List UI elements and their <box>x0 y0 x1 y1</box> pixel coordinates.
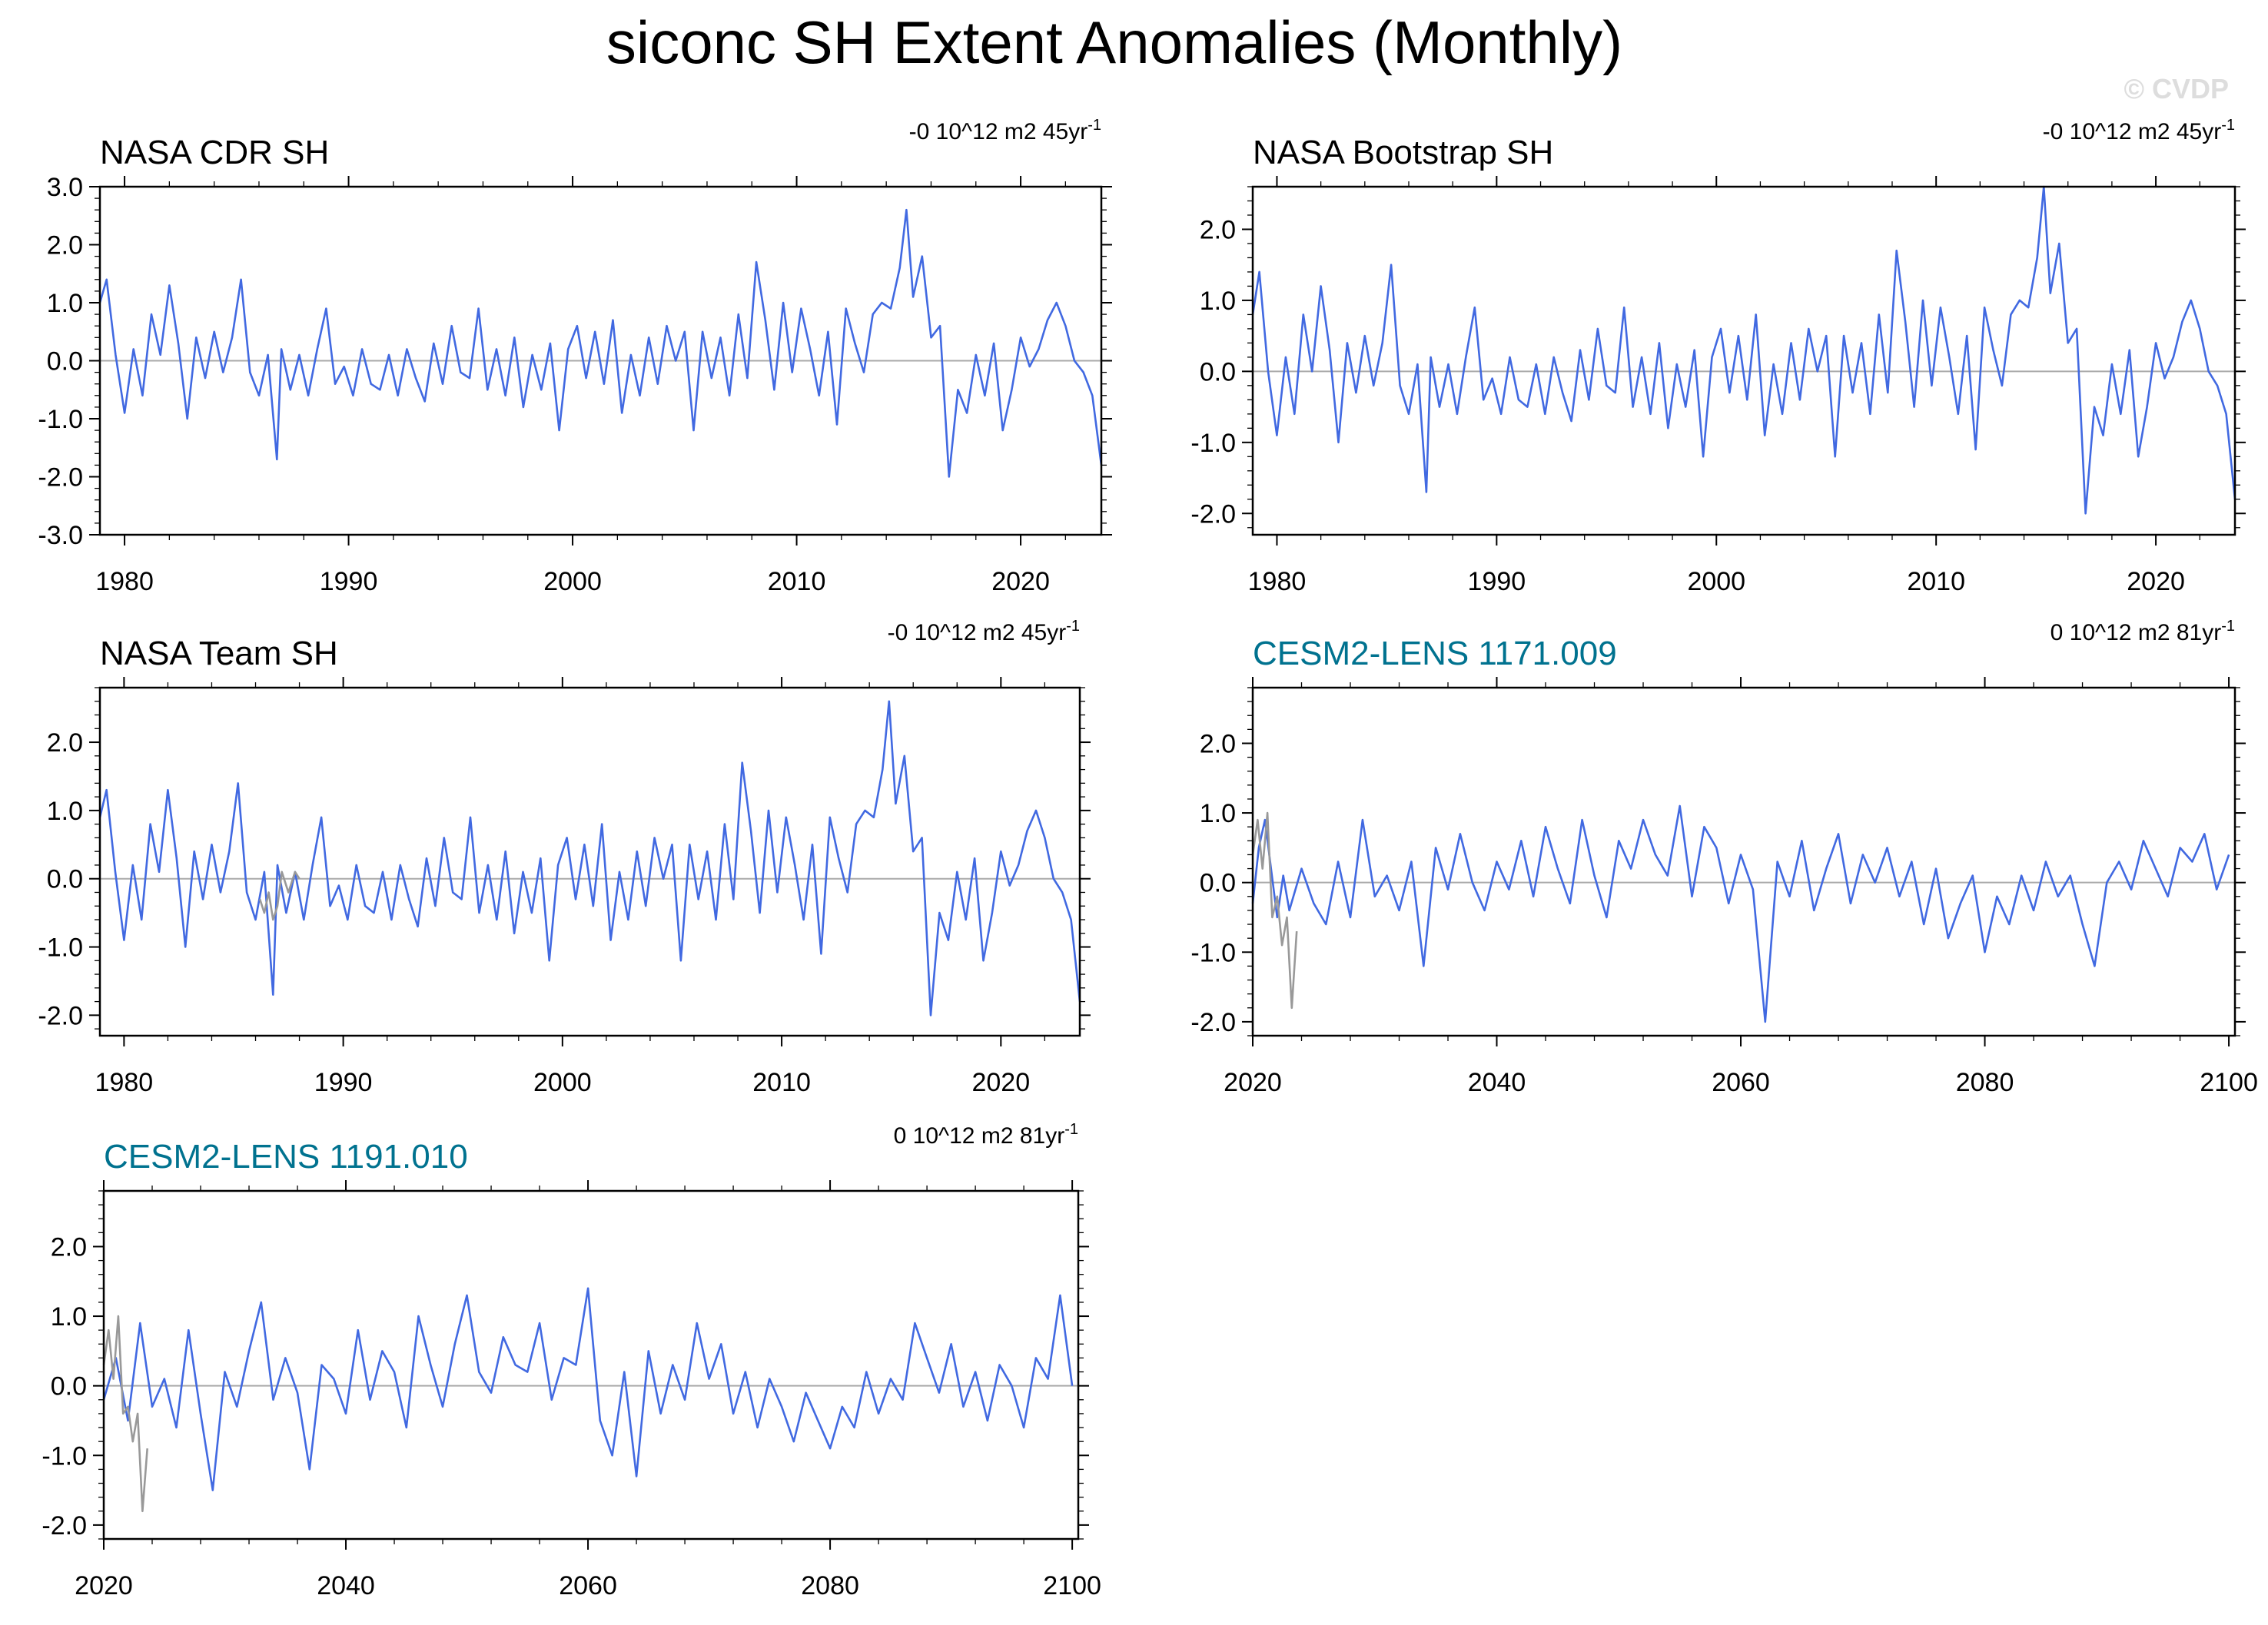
trend-label: -0 10^12 m2 45yr-1 <box>909 117 1101 144</box>
y-tick-label: 1.0 <box>1200 799 1236 828</box>
x-tick-label: 2000 <box>543 567 602 596</box>
x-tick-label: 2010 <box>752 1068 811 1097</box>
series-line <box>1251 185 2236 515</box>
x-tick-label: 2020 <box>75 1571 133 1600</box>
y-tick-label: 0.0 <box>1200 869 1236 898</box>
chart-panel-5: CESM2-LENS 1191.010 0 10^12 m2 81yr-1 2.0 1… <box>42 1121 1101 1600</box>
y-tick-label: 1.0 <box>51 1302 87 1332</box>
trend-label: 0 10^12 m2 81yr-1 <box>894 1121 1078 1149</box>
chart-panel-4: CESM2-LENS 1171.009 0 10^12 m2 81yr-1 2.0 1… <box>1190 618 2257 1097</box>
x-tick-label: 2040 <box>317 1571 375 1600</box>
chart-panel-1: NASA CDR SH -0 10^12 m2 45yr-1 3.0 2.0 1.0 0.… <box>38 117 1112 596</box>
y-tick-label: 3.0 <box>47 173 83 202</box>
x-tick-label: 1990 <box>320 567 378 596</box>
x-tick-label: 2010 <box>768 567 826 596</box>
y-tick-label: -1.0 <box>38 934 83 963</box>
panel-title: NASA Team SH <box>100 635 338 672</box>
x-tick-label: 2020 <box>991 567 1050 596</box>
y-tick-label: -2.0 <box>1190 1008 1236 1037</box>
trend-exponent: -1 <box>1064 1121 1078 1138</box>
y-tick-label: 1.0 <box>1200 287 1236 316</box>
y-tick-label: 2.0 <box>47 728 83 758</box>
y-tick-label: 0.0 <box>47 865 83 894</box>
y-tick-label: -1.0 <box>38 405 83 434</box>
y-tick-label: 0.0 <box>51 1372 87 1401</box>
panel-title: CESM2-LENS 1171.009 <box>1253 635 1617 672</box>
x-tick-label: 1990 <box>1468 567 1526 596</box>
plot-frame <box>98 686 1081 1037</box>
panel-title: CESM2-LENS 1191.010 <box>104 1138 468 1176</box>
y-tick-label: -2.0 <box>1190 499 1236 529</box>
plot-frame <box>1251 185 2236 536</box>
x-tick-label: 1990 <box>314 1068 373 1097</box>
plot-frame <box>1251 686 2236 1037</box>
figure-title: siconc SH Extent Anomalies (Monthly) <box>606 8 1622 76</box>
series-line <box>1251 804 2230 1023</box>
x-tick-label: 2080 <box>801 1571 859 1600</box>
y-tick-label: 1.0 <box>47 797 83 826</box>
panels: NASA CDR SH -0 10^12 m2 45yr-1 3.0 2.0 1.0 0.… <box>38 117 2257 1600</box>
x-tick-label: 2020 <box>2127 567 2185 596</box>
x-tick-label: 2000 <box>1687 567 1745 596</box>
x-tick-label: 2020 <box>1224 1068 1282 1097</box>
series-line <box>102 1287 1074 1491</box>
watermark: © CVDP <box>2124 73 2229 104</box>
x-tick-label: 1980 <box>1248 567 1307 596</box>
panel-title: NASA CDR SH <box>100 134 329 171</box>
x-tick-label: 2010 <box>1907 567 1965 596</box>
plot-frame <box>102 1189 1080 1540</box>
y-tick-label: 2.0 <box>1200 215 1236 244</box>
x-tick-label: 2020 <box>971 1068 1030 1097</box>
y-tick-label: 2.0 <box>1200 729 1236 758</box>
panel-title: NASA Bootstrap SH <box>1253 134 1553 171</box>
x-tick-label: 2100 <box>1043 1571 1101 1600</box>
y-tick-label: -3.0 <box>38 521 83 550</box>
trend-exponent: -1 <box>1088 117 1101 134</box>
y-tick-label: -1.0 <box>1190 938 1236 967</box>
trend-label: 0 10^12 m2 81yr-1 <box>2050 618 2235 645</box>
x-tick-label: 2060 <box>1712 1068 1770 1097</box>
y-tick-label: -2.0 <box>38 1001 83 1030</box>
x-tick-label: 2100 <box>2200 1068 2258 1097</box>
chart-panel-2: NASA Bootstrap SH -0 10^12 m2 45yr-1 2.0 1.… <box>1190 117 2246 596</box>
y-tick-label: -2.0 <box>42 1511 87 1540</box>
x-tick-label: 1980 <box>95 567 154 596</box>
x-tick-label: 2040 <box>1468 1068 1526 1097</box>
y-tick-label: -1.0 <box>42 1441 87 1471</box>
x-tick-label: 2060 <box>559 1571 617 1600</box>
y-tick-label: 0.0 <box>1200 357 1236 386</box>
trend-exponent: -1 <box>1066 618 1080 635</box>
trend-exponent: -1 <box>2221 618 2235 635</box>
overlay-line <box>102 1315 148 1513</box>
y-tick-label: -1.0 <box>1190 429 1236 458</box>
x-tick-label: 2080 <box>1956 1068 2014 1097</box>
trend-label: -0 10^12 m2 45yr-1 <box>2043 117 2235 144</box>
trend-exponent: -1 <box>2221 117 2235 134</box>
trend-label: -0 10^12 m2 45yr-1 <box>888 618 1080 645</box>
x-tick-label: 2000 <box>533 1068 592 1097</box>
y-tick-label: -2.0 <box>38 463 83 492</box>
overlay-line <box>258 871 301 921</box>
overlay-line <box>1251 811 1298 1010</box>
y-tick-label: 2.0 <box>51 1232 87 1262</box>
series-line <box>98 700 1081 1016</box>
series-line <box>98 208 1103 478</box>
y-tick-label: 0.0 <box>47 347 83 376</box>
y-tick-label: 1.0 <box>47 289 83 318</box>
chart-panel-3: NASA Team SH -0 10^12 m2 45yr-1 2.0 1.0 0.0 -… <box>38 618 1091 1097</box>
y-tick-label: 2.0 <box>47 231 83 260</box>
x-tick-label: 1980 <box>95 1068 154 1097</box>
